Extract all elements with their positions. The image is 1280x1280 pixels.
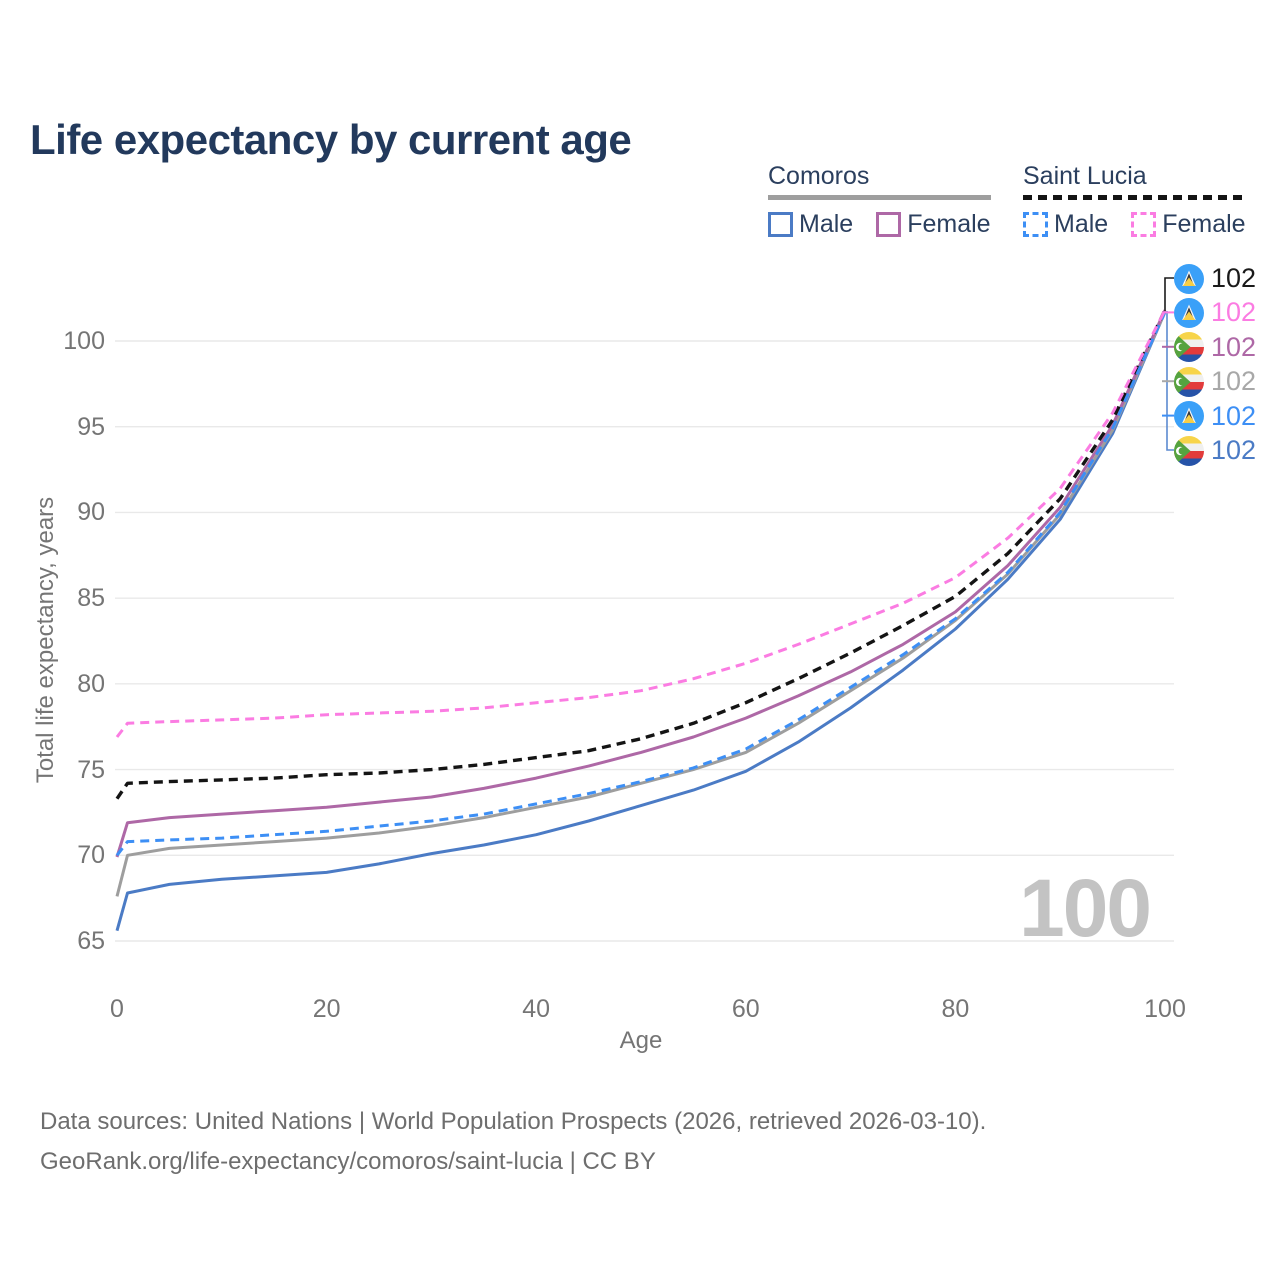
legend-underline-saint-lucia (1023, 195, 1246, 200)
legend-item-saint-lucia-male[interactable]: Male (1023, 210, 1108, 239)
end-label-saint-lucia-both: 102 (1174, 263, 1256, 294)
chart-title: Life expectancy by current age (30, 116, 632, 164)
y-tick-100: 100 (63, 327, 105, 355)
x-tick-100: 100 (1144, 995, 1186, 1023)
footer-data-sources: Data sources: United Nations | World Pop… (40, 1108, 987, 1135)
end-label-comoros-male: 102 (1174, 435, 1256, 466)
legend-group-comoros: Comoros Male Female (768, 162, 991, 239)
saint-lucia-flag-icon (1174, 263, 1204, 294)
end-value-comoros-female: 102 (1211, 331, 1257, 362)
series-line-comoros-male[interactable] (115, 311, 1167, 932)
legend-label-comoros-male: Male (799, 210, 854, 238)
legend-label-saint-lucia-female: Female (1162, 210, 1246, 238)
hover-age-watermark: 100 (1019, 863, 1152, 954)
saint-lucia-flag-icon (1174, 401, 1204, 432)
y-tick-90: 90 (77, 498, 105, 527)
series-line-saint-lucia-female[interactable] (115, 309, 1167, 738)
legend-label-comoros-female: Female (907, 210, 991, 238)
y-tick-75: 75 (77, 755, 105, 784)
footer-attribution: GeoRank.org/life-expectancy/comoros/sain… (40, 1148, 656, 1175)
saint-lucia-male-swatch-icon (1023, 212, 1048, 237)
end-label-comoros-female: 102 (1174, 332, 1256, 363)
legend-item-comoros-female[interactable]: Female (876, 210, 991, 239)
comoros-female-swatch-icon (876, 212, 902, 237)
legend-underline-comoros (768, 195, 991, 200)
series-line-comoros-female[interactable] (115, 309, 1167, 858)
comoros-flag-icon (1174, 366, 1204, 397)
series-line-comoros-both[interactable] (115, 311, 1167, 897)
x-axis-title: Age (619, 1027, 663, 1054)
x-tick-0: 0 (110, 995, 124, 1023)
comoros-male-swatch-icon (768, 212, 793, 237)
leader-line-bottom (1166, 311, 1174, 451)
end-value-comoros-male: 102 (1211, 435, 1257, 465)
end-value-saint-lucia-female: 102 (1211, 297, 1257, 328)
series-line-saint-lucia-both[interactable] (115, 309, 1167, 800)
end-value-saint-lucia-male: 102 (1211, 400, 1257, 431)
y-tick-70: 70 (77, 841, 105, 870)
series-line-saint-lucia-male[interactable] (115, 311, 1167, 857)
saint-lucia-flag-icon (1174, 297, 1204, 328)
saint-lucia-female-swatch-icon (1131, 212, 1157, 237)
x-tick-60: 60 (731, 995, 760, 1023)
y-tick-95: 95 (77, 412, 105, 441)
legend-title-comoros[interactable]: Comoros (768, 162, 870, 190)
legend-item-saint-lucia-female[interactable]: Female (1131, 210, 1246, 239)
legend-title-saint-lucia[interactable]: Saint Lucia (1023, 162, 1147, 190)
legend-label-saint-lucia-male: Male (1054, 210, 1109, 238)
end-label-saint-lucia-male: 102 (1174, 401, 1256, 432)
legend-group-saint-lucia: Saint Lucia Male Female (1023, 162, 1246, 239)
y-axis-title: Total life expectancy, years (32, 496, 59, 784)
y-tick-65: 65 (77, 927, 105, 955)
comoros-flag-icon (1174, 332, 1204, 363)
leader-line-top (1164, 277, 1174, 312)
y-tick-80: 80 (77, 669, 105, 698)
x-tick-20: 20 (312, 995, 341, 1023)
end-label-saint-lucia-female: 102 (1174, 297, 1256, 328)
end-value-saint-lucia-both: 102 (1211, 263, 1257, 293)
x-tick-80: 80 (941, 995, 970, 1023)
x-tick-40: 40 (522, 995, 551, 1023)
y-tick-85: 85 (77, 584, 105, 613)
comoros-flag-icon (1174, 435, 1204, 466)
end-value-comoros-both: 102 (1211, 366, 1257, 397)
legend-item-comoros-male[interactable]: Male (768, 210, 853, 239)
end-label-comoros-both: 102 (1174, 366, 1256, 397)
